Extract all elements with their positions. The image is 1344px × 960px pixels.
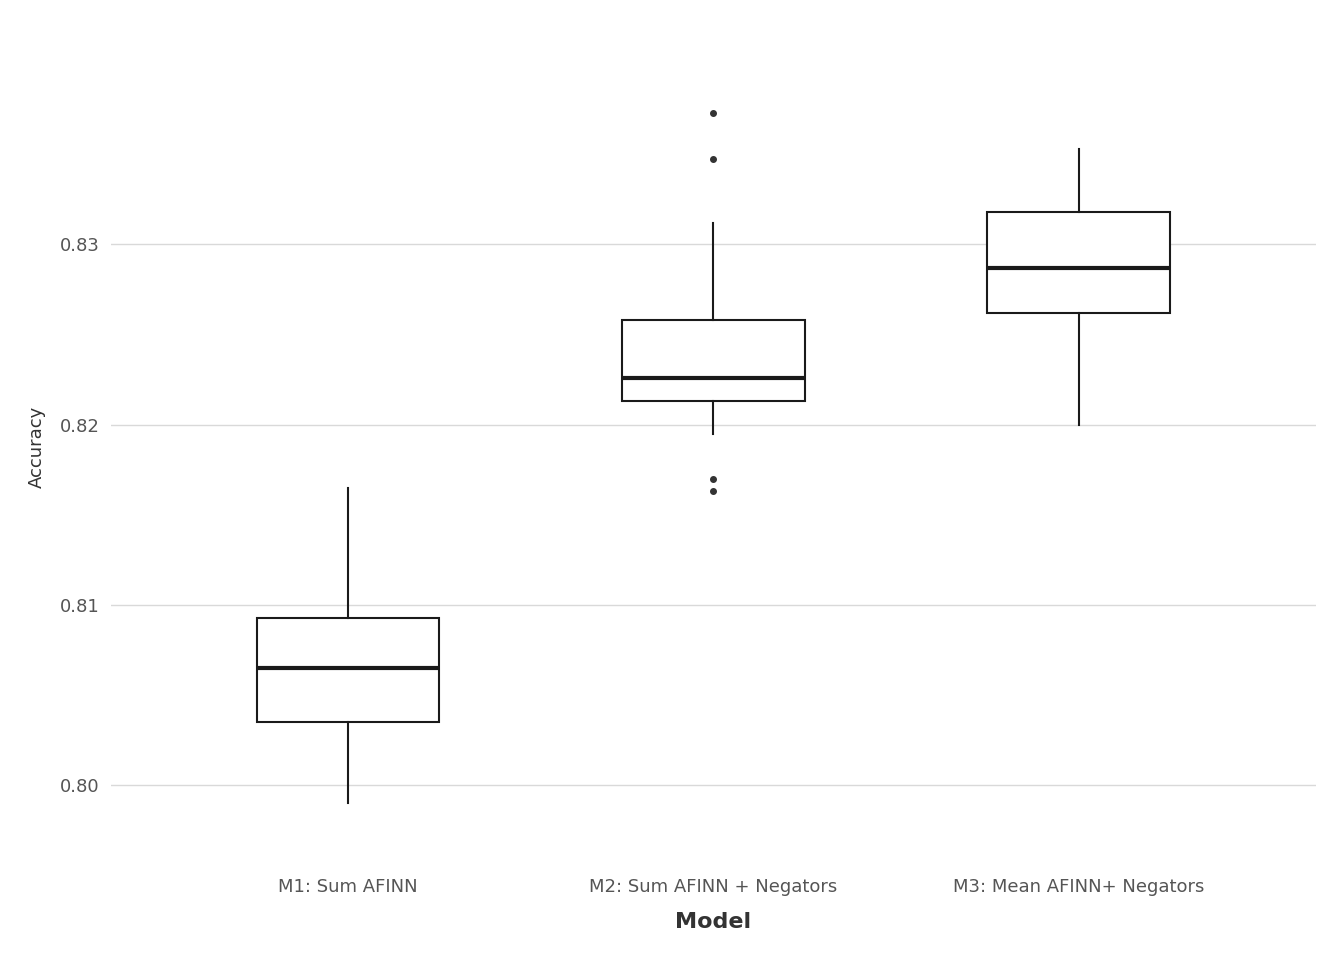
PathPatch shape bbox=[622, 320, 805, 401]
Y-axis label: Accuracy: Accuracy bbox=[28, 406, 46, 489]
X-axis label: Model: Model bbox=[676, 912, 751, 932]
PathPatch shape bbox=[257, 617, 439, 722]
PathPatch shape bbox=[988, 212, 1171, 313]
